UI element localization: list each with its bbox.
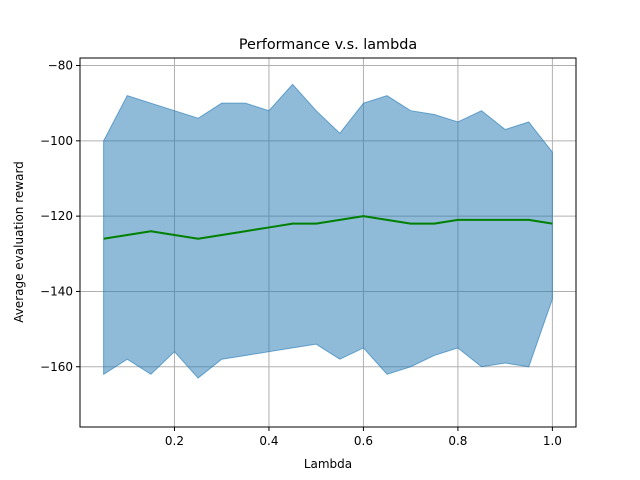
y-axis-label: Average evaluation reward [12, 161, 26, 323]
chart-title: Performance v.s. lambda [239, 37, 417, 53]
plot-frame [79, 57, 577, 428]
x-tick-label: 0.6 [354, 434, 373, 448]
y-ticks: −160 −140 −120 −100 −80 [40, 59, 80, 374]
y-tick-label: −100 [40, 134, 73, 148]
confidence-band [103, 83, 553, 379]
axes-frame [79, 57, 577, 428]
x-axis-label: Lambda [304, 457, 352, 471]
x-ticks: 0.2 0.4 0.6 0.8 1.0 [165, 427, 562, 448]
y-tick-label: −120 [40, 209, 73, 223]
x-tick-label: 0.4 [259, 434, 278, 448]
mean-line-layer [103, 215, 553, 240]
y-tick-label: −80 [48, 59, 73, 73]
y-tick-label: −140 [40, 284, 73, 298]
x-tick-label: 1.0 [543, 434, 562, 448]
y-tick-label: −160 [40, 360, 73, 374]
x-tick-label: 0.2 [165, 434, 184, 448]
mean-line [103, 215, 553, 240]
x-tick-label: 0.8 [448, 434, 467, 448]
band-layer [103, 83, 553, 379]
